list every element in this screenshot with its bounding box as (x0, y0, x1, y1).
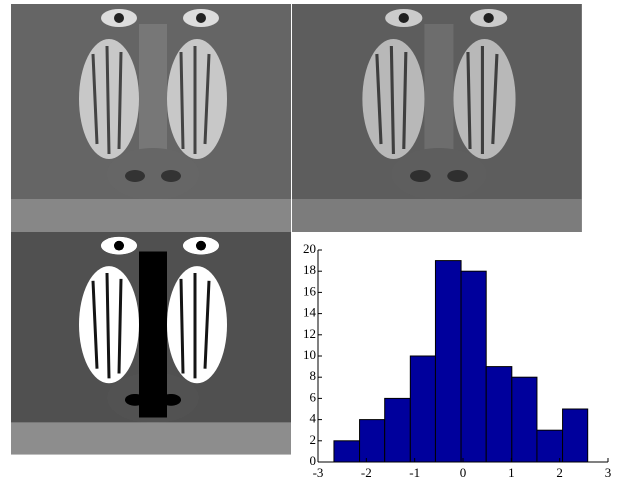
bar (434, 260, 462, 463)
photo-difference (9, 230, 293, 457)
y-tick-label: 10 (303, 347, 316, 362)
y-tick-label: 16 (303, 283, 317, 298)
x-tick-label: 3 (605, 465, 612, 480)
bar (409, 355, 436, 463)
bar (511, 376, 538, 463)
x-tick-label: 0 (460, 465, 467, 480)
bar (359, 419, 386, 463)
photo-original (9, 2, 293, 234)
x-tick-label: 1 (508, 465, 515, 480)
y-tick-label: 2 (310, 432, 317, 447)
bar (460, 270, 487, 463)
bar (536, 429, 564, 463)
photo-filtered (290, 2, 584, 234)
x-tick-label: -1 (409, 465, 420, 480)
bar (333, 440, 361, 463)
y-tick-label: 14 (303, 305, 317, 320)
x-tick-label: -2 (361, 465, 372, 480)
x-tick-label: -3 (313, 465, 324, 480)
y-tick-label: 4 (310, 411, 317, 426)
y-tick-label: 20 (303, 241, 316, 256)
bar (485, 366, 513, 463)
y-tick-label: 0 (310, 453, 317, 468)
bar (384, 397, 411, 463)
y-tick-label: 12 (303, 326, 316, 341)
y-tick-label: 6 (310, 389, 317, 404)
x-tick-label: 2 (556, 465, 563, 480)
y-tick-label: 8 (310, 368, 317, 383)
y-tick-label: 18 (303, 262, 316, 277)
bar (562, 408, 589, 463)
